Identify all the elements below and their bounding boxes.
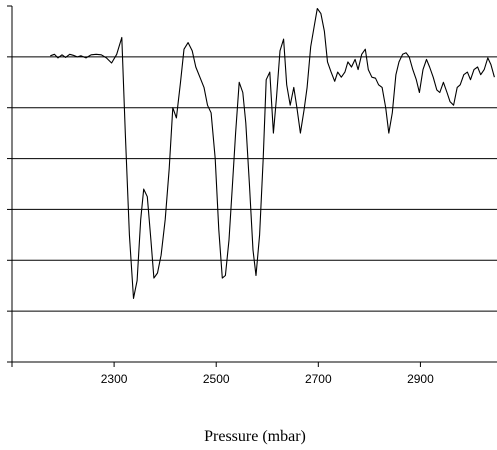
x-tick-label: 2700 <box>305 372 332 386</box>
x-tick-labels: 2300 2500 2700 2900 <box>101 372 434 386</box>
series-line <box>50 7 495 299</box>
x-tick-label: 2900 <box>407 372 434 386</box>
axes <box>7 5 497 367</box>
series-layer <box>50 7 495 299</box>
x-tick-label: 2300 <box>101 372 128 386</box>
x-tick-label: 2500 <box>203 372 230 386</box>
gridlines <box>12 56 497 312</box>
x-axis-title: Pressure (mbar) <box>204 428 306 445</box>
